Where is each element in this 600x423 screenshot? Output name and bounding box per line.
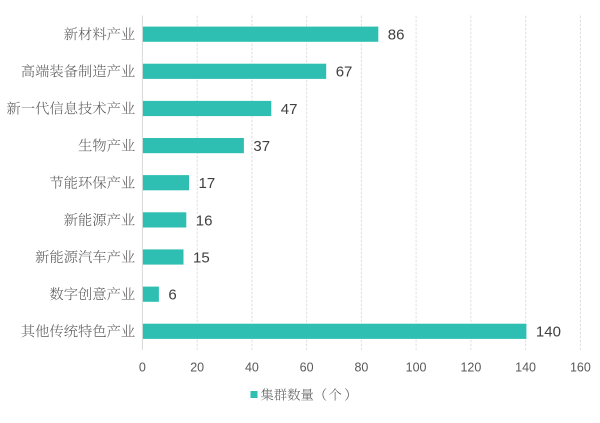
svg-text:20: 20 [190, 361, 204, 375]
svg-text:40: 40 [245, 361, 259, 375]
svg-text:6: 6 [168, 287, 176, 304]
svg-text:60: 60 [300, 361, 314, 375]
svg-text:0: 0 [139, 361, 146, 375]
svg-text:37: 37 [253, 138, 270, 155]
svg-text:67: 67 [336, 64, 353, 81]
svg-text:140: 140 [515, 361, 536, 375]
svg-text:120: 120 [460, 361, 481, 375]
svg-text:47: 47 [281, 101, 298, 118]
svg-text:15: 15 [193, 249, 210, 266]
svg-text:100: 100 [406, 361, 427, 375]
svg-text:86: 86 [388, 27, 405, 44]
svg-text:17: 17 [199, 175, 216, 192]
svg-text:80: 80 [354, 361, 368, 375]
svg-text:160: 160 [570, 361, 591, 375]
svg-text:140: 140 [536, 324, 561, 341]
svg-text:16: 16 [196, 212, 213, 229]
